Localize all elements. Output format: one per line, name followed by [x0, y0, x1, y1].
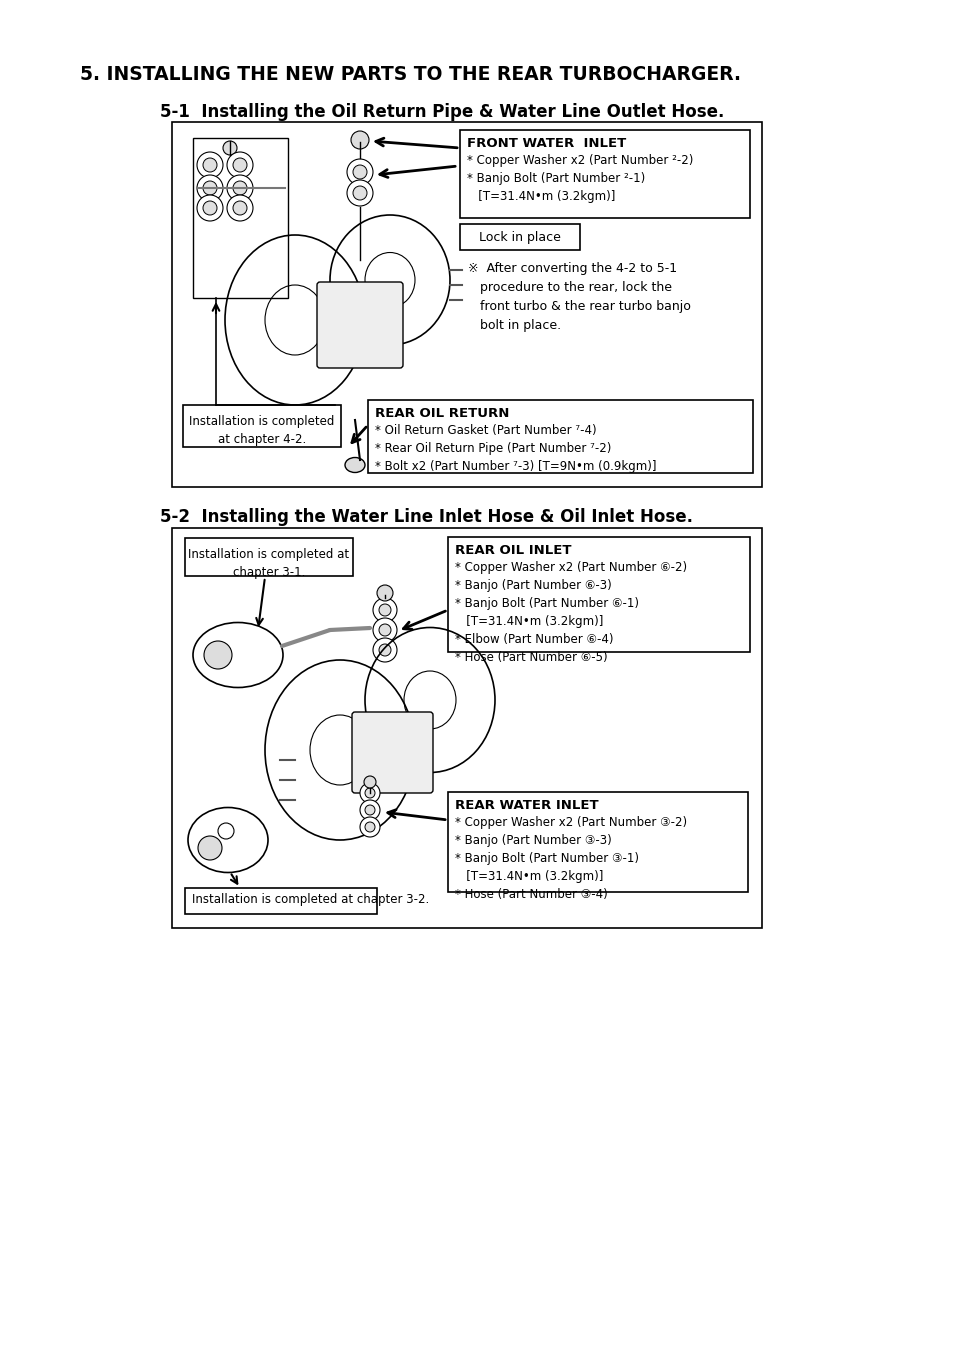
- Circle shape: [203, 158, 216, 171]
- Text: Lock in place: Lock in place: [478, 231, 560, 243]
- Circle shape: [196, 153, 223, 178]
- Circle shape: [204, 641, 232, 670]
- Circle shape: [373, 598, 396, 622]
- Circle shape: [351, 131, 369, 148]
- Text: REAR OIL RETURN: REAR OIL RETURN: [375, 406, 509, 420]
- Circle shape: [198, 836, 222, 860]
- Circle shape: [373, 639, 396, 662]
- Circle shape: [378, 603, 391, 616]
- Circle shape: [365, 822, 375, 832]
- Text: 5. INSTALLING THE NEW PARTS TO THE REAR TURBOCHARGER.: 5. INSTALLING THE NEW PARTS TO THE REAR …: [80, 65, 740, 84]
- Circle shape: [233, 201, 247, 215]
- Text: REAR WATER INLET: REAR WATER INLET: [455, 799, 598, 811]
- Bar: [448, 792, 747, 892]
- Circle shape: [347, 159, 373, 185]
- Text: REAR OIL INLET: REAR OIL INLET: [455, 544, 571, 558]
- Text: 5-1  Installing the Oil Return Pipe & Water Line Outlet Hose.: 5-1 Installing the Oil Return Pipe & Wat…: [160, 103, 723, 122]
- Bar: [183, 405, 340, 447]
- Circle shape: [227, 194, 253, 221]
- Circle shape: [223, 140, 236, 155]
- Bar: [193, 138, 288, 298]
- Bar: [172, 528, 761, 927]
- Circle shape: [227, 176, 253, 201]
- Circle shape: [365, 805, 375, 815]
- Circle shape: [378, 624, 391, 636]
- Circle shape: [196, 176, 223, 201]
- Text: * Oil Return Gasket (Part Number ⁷-4)
* Rear Oil Return Pipe (Part Number ⁷-2)
*: * Oil Return Gasket (Part Number ⁷-4) * …: [375, 424, 656, 472]
- Bar: [459, 224, 579, 250]
- FancyBboxPatch shape: [352, 711, 433, 792]
- Circle shape: [233, 158, 247, 171]
- Circle shape: [359, 783, 379, 803]
- Circle shape: [203, 181, 216, 194]
- Circle shape: [353, 165, 367, 180]
- Circle shape: [376, 585, 393, 601]
- Bar: [368, 400, 752, 472]
- Bar: [185, 539, 353, 576]
- Circle shape: [233, 181, 247, 194]
- Ellipse shape: [345, 458, 365, 472]
- Circle shape: [365, 788, 375, 798]
- Text: Installation is completed
at chapter 4-2.: Installation is completed at chapter 4-2…: [189, 414, 335, 446]
- Text: * Copper Washer x2 (Part Number ③-2)
* Banjo (Part Number ③-3)
* Banjo Bolt (Par: * Copper Washer x2 (Part Number ③-2) * B…: [455, 815, 686, 900]
- FancyBboxPatch shape: [316, 282, 402, 369]
- Circle shape: [196, 194, 223, 221]
- Circle shape: [227, 153, 253, 178]
- Bar: [459, 130, 749, 217]
- Text: 5-2  Installing the Water Line Inlet Hose & Oil Inlet Hose.: 5-2 Installing the Water Line Inlet Hose…: [160, 508, 692, 526]
- Circle shape: [218, 824, 233, 838]
- Circle shape: [359, 817, 379, 837]
- Text: Installation is completed at chapter 3-2.: Installation is completed at chapter 3-2…: [192, 892, 429, 906]
- Circle shape: [359, 801, 379, 819]
- Circle shape: [378, 644, 391, 656]
- Circle shape: [347, 180, 373, 207]
- Text: * Copper Washer x2 (Part Number ⑥-2)
* Banjo (Part Number ⑥-3)
* Banjo Bolt (Par: * Copper Washer x2 (Part Number ⑥-2) * B…: [455, 562, 686, 664]
- Circle shape: [364, 776, 375, 788]
- Circle shape: [353, 186, 367, 200]
- Text: ※  After converting the 4-2 to 5-1
   procedure to the rear, lock the
   front t: ※ After converting the 4-2 to 5-1 proced…: [468, 262, 690, 332]
- Text: Installation is completed at
chapter 3-1.: Installation is completed at chapter 3-1…: [189, 548, 349, 579]
- Text: FRONT WATER  INLET: FRONT WATER INLET: [467, 136, 625, 150]
- Circle shape: [203, 201, 216, 215]
- Circle shape: [373, 618, 396, 643]
- Bar: [448, 537, 749, 652]
- Bar: [172, 122, 761, 487]
- Bar: [185, 888, 376, 914]
- Text: * Copper Washer x2 (Part Number ²-2)
* Banjo Bolt (Part Number ²-1)
   [T=31.4N•: * Copper Washer x2 (Part Number ²-2) * B…: [467, 154, 693, 202]
